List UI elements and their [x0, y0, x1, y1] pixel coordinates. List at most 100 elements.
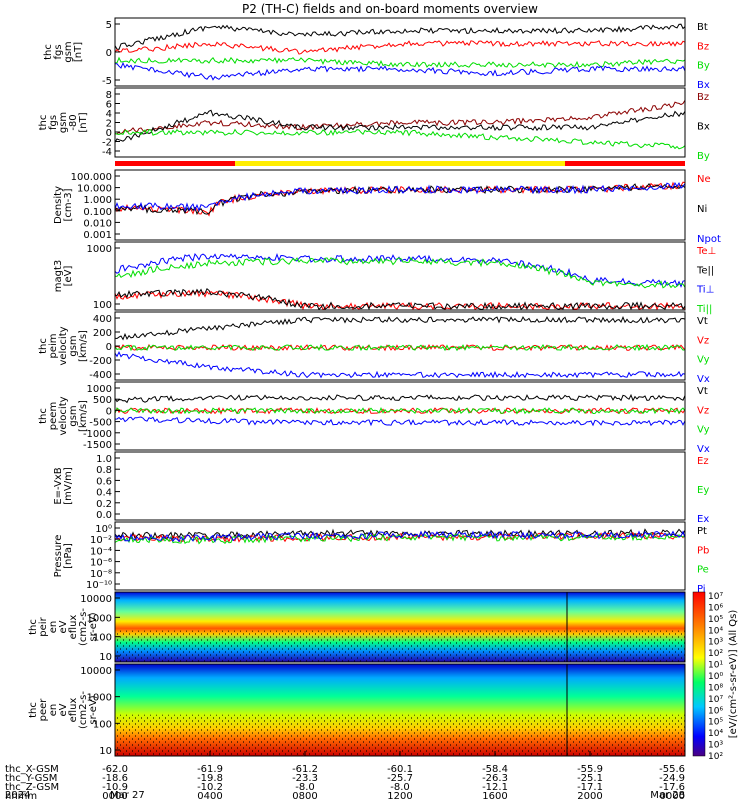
- y-tick-label: 5: [106, 20, 112, 31]
- x-tick-label: -23.3: [292, 773, 318, 784]
- y-tick-label: 0.2: [96, 499, 112, 510]
- y-axis-label: peir: [38, 616, 49, 636]
- series-fgs-Bt: [114, 23, 686, 50]
- y-tick-label: 200: [93, 328, 112, 339]
- y-axis-label: Density: [53, 186, 64, 224]
- y-axis-label: peem: [48, 402, 59, 430]
- series-fgs_lo-By: [114, 128, 686, 150]
- y-axis-label: gsm: [68, 405, 79, 426]
- panel-frame: [114, 591, 686, 663]
- x-tick-label: -62.0: [102, 764, 128, 775]
- legend-Vy: Vy: [697, 355, 710, 366]
- legend-Vz: Vz: [697, 335, 709, 346]
- start-date-label: Mar 27: [110, 790, 145, 800]
- legend-Ez: Ez: [697, 456, 709, 467]
- panel-frame: [114, 17, 686, 87]
- y-tick-label: 10⁻¹⁰: [86, 580, 112, 591]
- y-axis-label: velocity: [58, 396, 69, 435]
- series-fgs_lo-Bz: [114, 99, 686, 135]
- panel-peir: 10000 1000 100 10 thc peir en eV eflux (cm2-s-sr-…: [28, 591, 686, 663]
- legend-Ex: Ex: [697, 514, 709, 525]
- y-tick-label: -400: [89, 370, 112, 381]
- y-axis-label: eV: [58, 620, 69, 633]
- end-date-label: Mar 28: [650, 790, 685, 800]
- peir-noise: [115, 630, 685, 662]
- y-tick-label: -200: [89, 356, 112, 367]
- y-axis-label: -80: [68, 114, 79, 130]
- legend-By: By: [697, 61, 710, 72]
- legend-By: By: [697, 151, 710, 162]
- series-temp-Te⊥: [114, 289, 686, 311]
- colorbar-tick-label: 10²: [708, 649, 723, 659]
- y-tick-label: 0.010: [83, 218, 112, 229]
- y-tick-label: 1000: [87, 693, 112, 704]
- y-axis-label: sr-eV): [88, 612, 99, 641]
- x-tick-label: -61.9: [197, 764, 223, 775]
- y-tick-label: 10⁻⁶: [90, 558, 112, 569]
- panel-frame: [114, 169, 686, 241]
- y-tick-label: 10⁻²: [90, 535, 112, 546]
- colorbar-tick-label: 10⁵: [708, 615, 723, 625]
- colorbar-tick-label: 10⁰: [708, 672, 723, 682]
- x-tick-label: -60.1: [387, 764, 413, 775]
- legend-Ti⊥: Ti⊥: [696, 285, 714, 296]
- legend-Vt: Vt: [697, 386, 708, 397]
- x-axis-row-label: thc_X-GSM: [5, 764, 59, 775]
- x-tick-label: 0000: [660, 791, 685, 800]
- peer-noise: [115, 714, 685, 756]
- y-tick-label: 0: [106, 406, 112, 417]
- y-axis-label: thc: [38, 338, 49, 354]
- y-axis-label: [cm-3]: [63, 188, 74, 221]
- y-axis-label: eflux: [68, 698, 79, 723]
- y-tick-label: 100: [93, 719, 112, 730]
- legend-Vx: Vx: [697, 444, 710, 455]
- colorbar-tick-label: 10⁴: [708, 729, 723, 739]
- colorbar-tick-label: 10³: [708, 638, 723, 648]
- y-tick-label: 100: [93, 633, 112, 644]
- x-tick-label: 1600: [482, 791, 507, 800]
- panel-temp: 1000 100 magt3 [eV] Te⊥ Te|| Ti⊥ Ti||: [53, 241, 716, 315]
- y-axis-label: gsm: [58, 112, 69, 133]
- legend-Ey: Ey: [697, 485, 709, 496]
- y-axis-label: eV: [58, 703, 69, 716]
- x-tick-label: -26.3: [482, 773, 508, 784]
- x-tick-label: 0400: [197, 791, 222, 800]
- x-tick-label: -24.9: [659, 773, 685, 784]
- y-axis-label: peim: [48, 333, 59, 358]
- series-temp-Ti||: [114, 257, 686, 289]
- y-tick-label: 100.000: [71, 172, 112, 183]
- x-axis-row-label: hhmm: [5, 791, 37, 800]
- x-tick-label: -8.0: [390, 782, 410, 793]
- x-tick-label: -18.6: [102, 773, 128, 784]
- chart-title: P2 (TH-C) fields and on-board moments ov…: [242, 2, 538, 16]
- y-tick-label: 1.0: [96, 454, 112, 465]
- series-density-Ni: [114, 183, 686, 216]
- x-tick-label: -17.1: [577, 782, 603, 793]
- x-tick-label: -12.1: [482, 782, 508, 793]
- legend-Vy: Vy: [697, 425, 710, 436]
- colorbar-tick-label: 10⁷: [708, 695, 723, 705]
- colorbar-tick-label: 10³: [708, 741, 723, 751]
- y-axis-label: (cm2-s-: [78, 608, 89, 646]
- y-axis-label: [km/s]: [78, 400, 89, 432]
- y-tick-label: 0: [106, 342, 112, 353]
- series-density-Npot: [114, 181, 686, 212]
- y-tick-label: 0: [106, 128, 112, 139]
- y-tick-label: 10⁰: [95, 524, 112, 535]
- y-tick-label: 10⁻⁴: [90, 546, 112, 557]
- series-pressure-Pi: [114, 530, 686, 543]
- y-tick-label: 2: [106, 119, 112, 130]
- x-tick-label: 0000: [102, 791, 127, 800]
- colorbar-tick-label: 10¹: [708, 661, 723, 671]
- legend-Npot: Npot: [697, 234, 721, 245]
- series-density-Ne: [114, 181, 686, 217]
- y-tick-label: 6: [106, 100, 112, 111]
- x-tick-label: -10.9: [102, 782, 128, 793]
- legend-Ni: Ni: [697, 204, 707, 215]
- x-tick-label: -17.6: [659, 782, 685, 793]
- y-axis-label: thc: [43, 44, 54, 60]
- colorbar-tick-label: 10⁶: [708, 603, 723, 613]
- x-tick-label: -8.0: [295, 782, 315, 793]
